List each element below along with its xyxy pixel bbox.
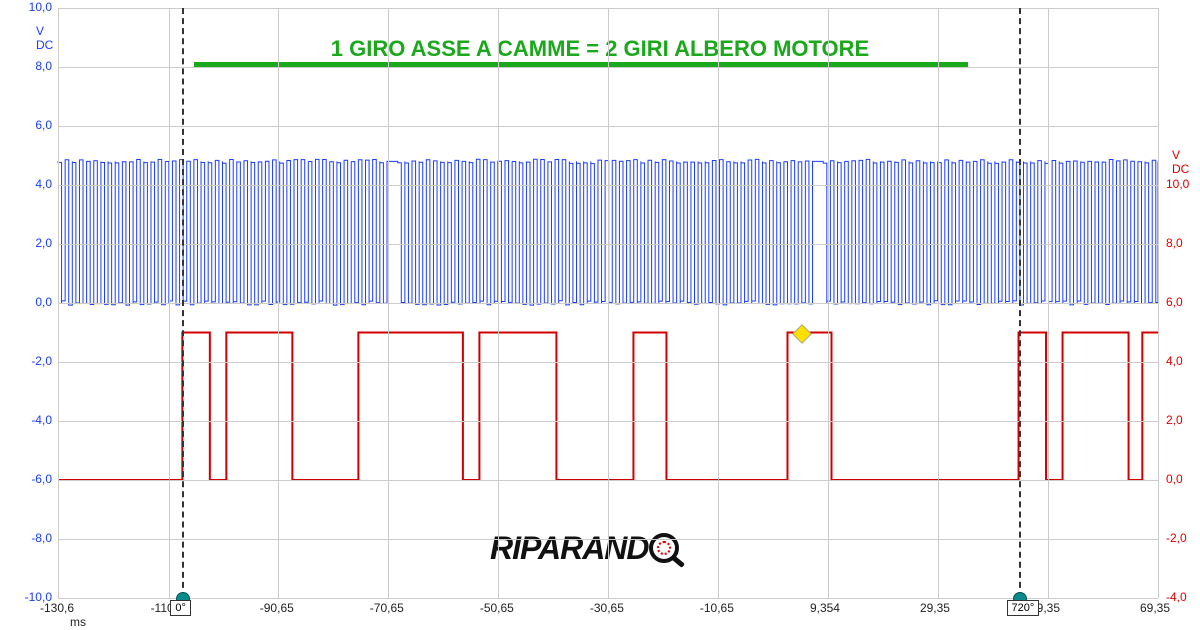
grid-v — [58, 8, 59, 598]
ytick-left: -2,0 — [31, 354, 52, 368]
ytick-left: 2,0 — [35, 236, 52, 250]
xtick: 29,35 — [920, 601, 950, 615]
ytick-left: -8,0 — [31, 531, 52, 545]
riparando-logo: RIPARAND — [490, 530, 679, 567]
ytick-right: 6,0 — [1166, 295, 1183, 309]
grid-v — [169, 8, 170, 598]
grid-h — [58, 598, 1158, 599]
xtick: -70,65 — [370, 601, 404, 615]
xtick: 69,35 — [1140, 601, 1170, 615]
grid-v — [278, 8, 279, 598]
ytick-right: 4,0 — [1166, 354, 1183, 368]
xtick: -90,65 — [260, 601, 294, 615]
grid-v — [938, 8, 939, 598]
ytick-left: -6,0 — [31, 472, 52, 486]
grid-v — [388, 8, 389, 598]
cursor-line[interactable] — [1019, 8, 1021, 598]
xtick: -50,65 — [480, 601, 514, 615]
xtick: -10,65 — [700, 601, 734, 615]
oscilloscope-chart: 1 GIRO ASSE A CAMME = 2 GIRI ALBERO MOTO… — [0, 0, 1200, 630]
grid-v — [718, 8, 719, 598]
xtick: -130,6 — [40, 601, 74, 615]
magnifier-icon — [649, 530, 679, 567]
ytick-left: -4,0 — [31, 413, 52, 427]
ytick-left: 6,0 — [35, 118, 52, 132]
grid-v — [1158, 8, 1159, 598]
ytick-left: 4,0 — [35, 177, 52, 191]
logo-text: RIPARAND — [490, 530, 649, 566]
y-left-unit: DC — [36, 38, 53, 52]
xtick: -30,65 — [590, 601, 624, 615]
ytick-right: 0,0 — [1166, 472, 1183, 486]
ytick-right: 2,0 — [1166, 413, 1183, 427]
grid-v — [498, 8, 499, 598]
ytick-right: -2,0 — [1166, 531, 1187, 545]
cursor-label: 720° — [1007, 600, 1040, 616]
grid-v — [1048, 8, 1049, 598]
ytick-right: 10,0 — [1166, 177, 1189, 191]
x-unit: ms — [70, 615, 86, 629]
ytick-left: 10,0 — [29, 0, 52, 14]
cursor-line[interactable] — [182, 8, 184, 598]
xtick: 9,354 — [810, 601, 840, 615]
grid-v — [608, 8, 609, 598]
grid-v — [828, 8, 829, 598]
y-right-unit: DC — [1172, 162, 1189, 176]
cursor-label: 0° — [170, 600, 191, 616]
ytick-left: 0,0 — [35, 295, 52, 309]
ytick-right: 8,0 — [1166, 236, 1183, 250]
ytick-left: 8,0 — [35, 59, 52, 73]
y-right-unit: V — [1172, 148, 1180, 162]
y-left-unit: V — [36, 24, 44, 38]
